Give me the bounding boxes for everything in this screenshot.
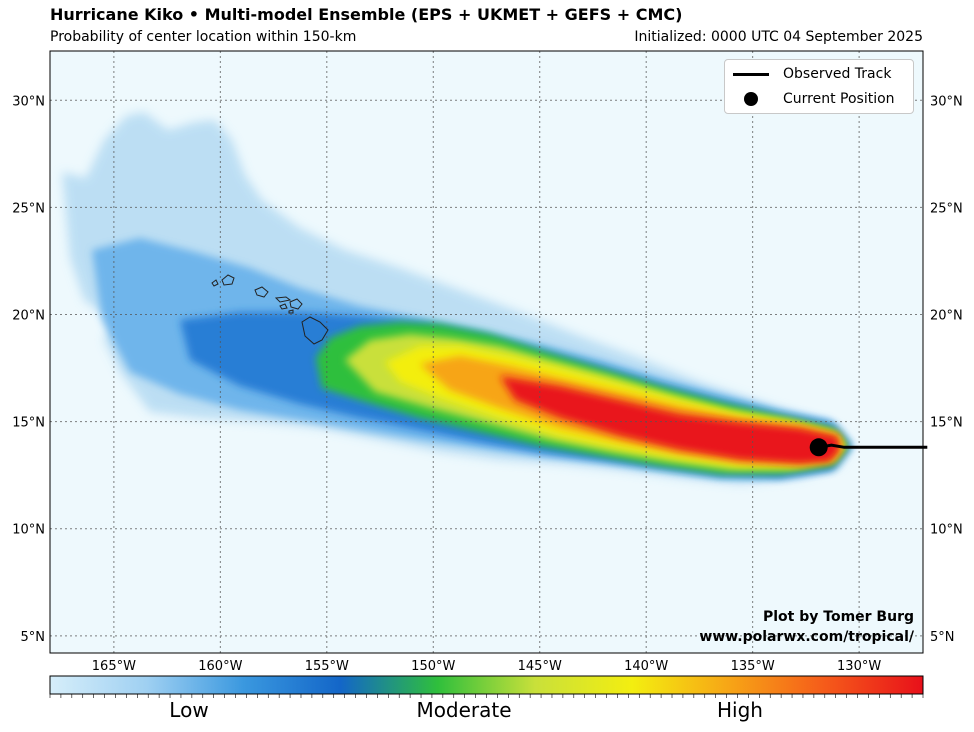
hawaiian-islands (211, 274, 329, 345)
island-kauai (221, 274, 235, 286)
lat-tick-label: 10°N (12, 523, 45, 538)
longitude-tick-labels: 165°W 160°W 155°W 150°W 145°W 140°W 135°W 130°W (92, 659, 882, 674)
legend-label-observed-track: Observed Track (783, 66, 892, 82)
lon-tick-label: 135°W (731, 659, 775, 674)
lon-tick-label: 150°W (411, 659, 455, 674)
map-legend: Observed Track Current Position (724, 59, 914, 114)
lat-tick-label: 15°N (12, 416, 45, 431)
initialized-time: Initialized: 0000 UTC 04 September 2025 (634, 29, 923, 45)
island-kahoolawe (288, 309, 294, 314)
lon-tick-label: 130°W (837, 659, 881, 674)
plot-frame (49, 50, 924, 654)
island-hawaii (301, 316, 329, 345)
lat-tick-label: 5°N (930, 630, 955, 645)
latitude-tick-labels-right: 5°N 10°N 15°N 20°N 25°N 30°N (930, 94, 963, 645)
lon-tick-label: 165°W (92, 659, 136, 674)
island-niihau (211, 279, 219, 287)
island-maui (289, 298, 303, 310)
chart-title: Hurricane Kiko • Multi-model Ensemble (E… (50, 5, 683, 24)
colorbar-label-moderate: Moderate (416, 698, 512, 722)
lon-tick-label: 145°W (518, 659, 562, 674)
lat-tick-label: 25°N (930, 201, 963, 216)
legend-line-swatch (733, 72, 769, 76)
lat-tick-label: 30°N (930, 94, 963, 109)
lat-tick-label: 15°N (930, 416, 963, 431)
lat-tick-label: 30°N (12, 94, 45, 109)
lat-tick-label: 25°N (12, 201, 45, 216)
chart-subtitle: Probability of center location within 15… (50, 29, 357, 45)
lat-tick-label: 10°N (930, 523, 963, 538)
latitude-tick-labels-left: 5°N 10°N 15°N 20°N 25°N 30°N (12, 94, 45, 645)
lon-tick-label: 155°W (305, 659, 349, 674)
legend-item-current-position: Current Position (733, 88, 895, 110)
legend-item-observed-track: Observed Track (733, 63, 891, 85)
colorbar-label-high: High (717, 698, 763, 722)
lat-tick-label: 20°N (12, 309, 45, 324)
lat-tick-label: 20°N (930, 309, 963, 324)
probability-field (62, 112, 852, 484)
island-lanai (279, 303, 288, 310)
lon-tick-label: 160°W (198, 659, 242, 674)
gridlines (50, 51, 923, 653)
credit-url: www.polarwx.com/tropical/ (699, 629, 914, 645)
credit-author: Plot by Tomer Burg (763, 609, 914, 625)
island-oahu (254, 286, 269, 298)
probability-high-core (500, 376, 840, 464)
colorbar-ticks (49, 694, 924, 698)
colorbar (49, 675, 924, 695)
island-molokai (274, 296, 292, 303)
colorbar-label-low: Low (169, 698, 209, 722)
lat-tick-label: 5°N (21, 630, 46, 645)
legend-label-current-position: Current Position (783, 91, 895, 107)
legend-dot-swatch (744, 92, 758, 106)
lon-tick-label: 140°W (624, 659, 668, 674)
current-position-marker (809, 438, 828, 457)
